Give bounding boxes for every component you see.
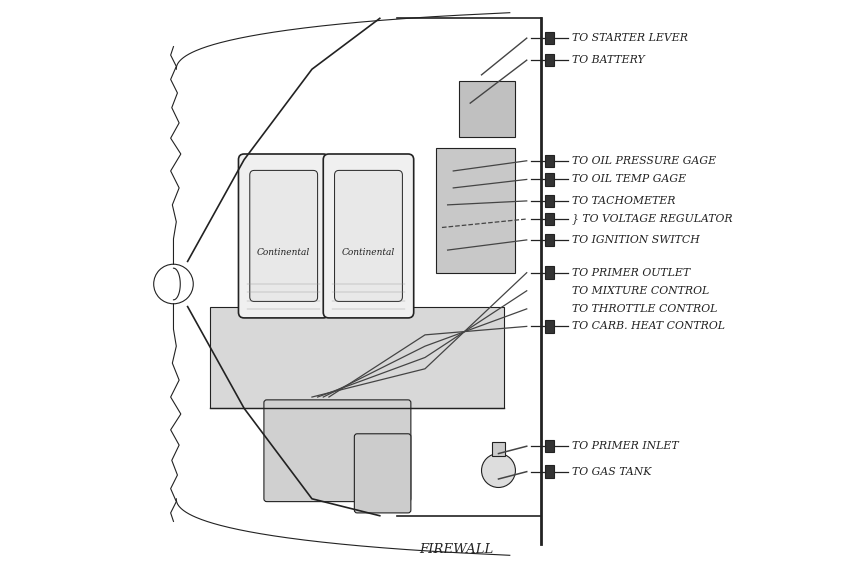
- Text: Continental: Continental: [257, 248, 310, 257]
- Circle shape: [481, 454, 515, 487]
- Text: TO CARB. HEAT CONTROL: TO CARB. HEAT CONTROL: [572, 321, 725, 331]
- Bar: [545, 173, 554, 186]
- FancyBboxPatch shape: [264, 400, 411, 502]
- Bar: [210, 307, 504, 408]
- Text: TO OIL TEMP GAGE: TO OIL TEMP GAGE: [572, 174, 686, 185]
- Bar: [545, 320, 554, 333]
- Bar: [459, 81, 515, 137]
- Text: TO MIXTURE CONTROL: TO MIXTURE CONTROL: [572, 286, 709, 296]
- Text: } TO VOLTAGE REGULATOR: } TO VOLTAGE REGULATOR: [572, 214, 733, 224]
- Text: TO PRIMER OUTLET: TO PRIMER OUTLET: [572, 268, 690, 278]
- FancyBboxPatch shape: [335, 170, 402, 302]
- Bar: [545, 32, 554, 44]
- Text: TO IGNITION SWITCH: TO IGNITION SWITCH: [572, 235, 700, 245]
- Bar: [491, 442, 505, 457]
- Bar: [436, 148, 515, 273]
- Bar: [545, 54, 554, 66]
- Text: TO BATTERY: TO BATTERY: [572, 55, 644, 65]
- Bar: [545, 266, 554, 279]
- Bar: [545, 154, 554, 167]
- Text: FIREWALL: FIREWALL: [419, 543, 494, 556]
- Text: TO OIL PRESSURE GAGE: TO OIL PRESSURE GAGE: [572, 156, 716, 166]
- Text: TO PRIMER INLET: TO PRIMER INLET: [572, 441, 678, 451]
- Text: TO THROTTLE CONTROL: TO THROTTLE CONTROL: [572, 304, 717, 314]
- Bar: [545, 233, 554, 246]
- Bar: [545, 440, 554, 453]
- FancyBboxPatch shape: [250, 170, 318, 302]
- Bar: [545, 195, 554, 207]
- FancyBboxPatch shape: [323, 154, 414, 318]
- Text: TO STARTER LEVER: TO STARTER LEVER: [572, 33, 688, 43]
- FancyBboxPatch shape: [239, 154, 329, 318]
- Text: Continental: Continental: [342, 248, 395, 257]
- Bar: [545, 465, 554, 478]
- FancyBboxPatch shape: [354, 434, 411, 513]
- Bar: [545, 213, 554, 225]
- Text: TO GAS TANK: TO GAS TANK: [572, 467, 651, 477]
- Text: TO TACHOMETER: TO TACHOMETER: [572, 196, 676, 206]
